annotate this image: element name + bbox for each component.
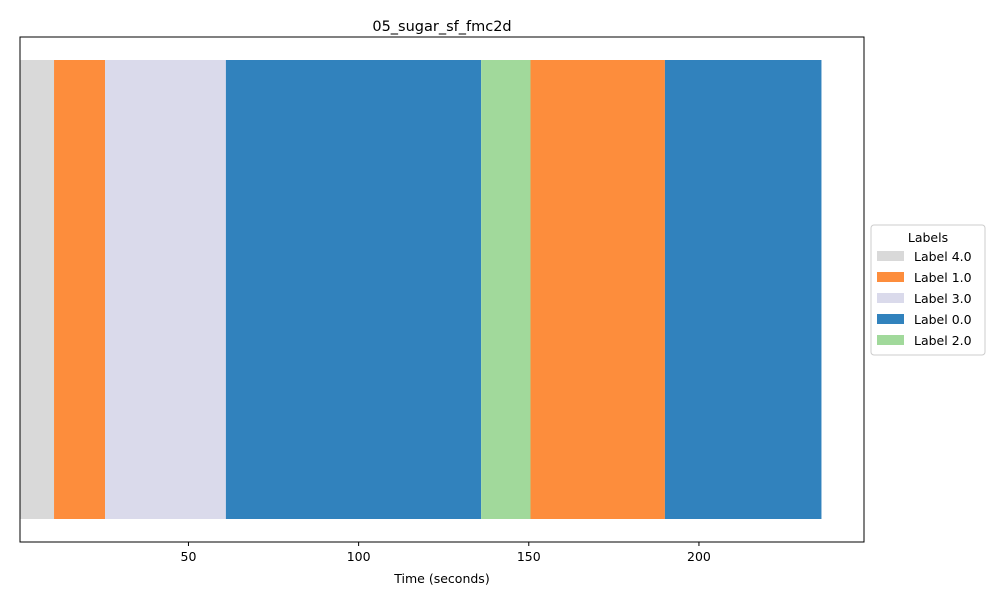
- legend-swatch: [877, 335, 904, 345]
- legend-label: Label 1.0: [914, 270, 972, 285]
- x-axis-ticks: 50 100 150 200: [181, 542, 711, 564]
- segment-2: [105, 60, 226, 519]
- segment-1: [54, 60, 106, 519]
- chart-title: 05_sugar_sf_fmc2d: [372, 19, 511, 35]
- legend-label: Label 0.0: [914, 312, 972, 327]
- x-tick-label: 50: [181, 549, 197, 564]
- segment-0: [20, 60, 55, 519]
- legend-label: Label 3.0: [914, 291, 972, 306]
- segment-3: [225, 60, 482, 519]
- legend-items: Label 4.0 Label 1.0 Label 3.0 Label 0.0 Labe…: [877, 249, 972, 348]
- segment-6: [664, 60, 822, 519]
- legend-swatch: [877, 314, 904, 324]
- legend-swatch: [877, 251, 904, 261]
- x-tick-label: 200: [687, 549, 711, 564]
- axes-frame: [19, 36, 865, 543]
- segment-5: [530, 60, 665, 519]
- x-axis-label: Time (seconds): [393, 571, 489, 586]
- legend-label: Label 2.0: [914, 333, 972, 348]
- plot-area: [20, 60, 822, 519]
- legend-swatch: [877, 272, 904, 282]
- legend-label: Label 4.0: [914, 249, 972, 264]
- x-tick-label: 150: [517, 549, 541, 564]
- x-tick-label: 100: [347, 549, 371, 564]
- legend-title: Labels: [908, 230, 948, 245]
- segment-4: [481, 60, 531, 519]
- legend-swatch: [877, 293, 904, 303]
